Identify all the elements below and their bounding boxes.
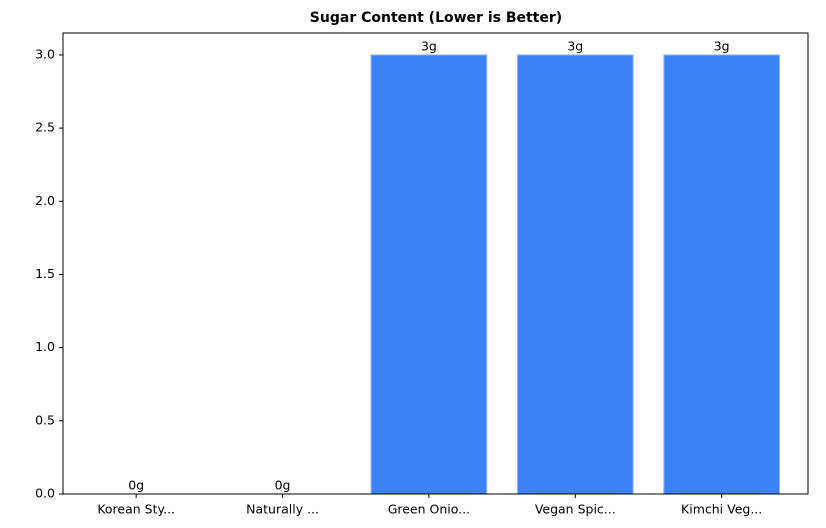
value-label: 3g (714, 38, 730, 53)
y-tick-label: 0.5 (35, 412, 55, 427)
plot-frame (62, 32, 809, 495)
x-tick-label: Kimchi Veg... (681, 502, 762, 517)
value-label: 3g (421, 38, 437, 53)
x-tick-label: Green Onio... (388, 502, 470, 517)
bar (370, 54, 488, 495)
value-label: 0g (275, 478, 291, 493)
bar (516, 54, 634, 495)
x-tick-label: Korean Sty... (97, 502, 175, 517)
y-tick-label: 2.0 (35, 193, 55, 208)
value-label: 3g (567, 38, 583, 53)
x-tick-label: Vegan Spic... (535, 502, 616, 517)
y-tick-label: 2.5 (35, 120, 55, 135)
chart-title: Sugar Content (Lower is Better) (310, 10, 562, 26)
bar (663, 54, 780, 495)
y-tick-label: 0.0 (35, 486, 55, 501)
y-tick-label: 1.0 (35, 339, 55, 354)
y-tick-label: 1.5 (35, 266, 55, 281)
value-label: 0g (128, 478, 144, 493)
x-tick-label: Naturally ... (246, 502, 319, 517)
y-tick-label: 3.0 (35, 46, 55, 61)
